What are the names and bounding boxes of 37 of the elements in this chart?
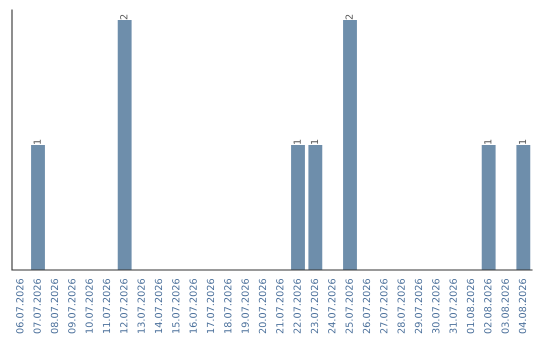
x-tick-label: 12.07.2026 xyxy=(120,278,128,333)
x-tick-label: 22.07.2026 xyxy=(293,278,301,334)
x-tick-label: 13.07.2026 xyxy=(137,278,145,333)
data-label: 1 xyxy=(34,140,41,144)
data-label: 2 xyxy=(345,14,353,20)
x-tick-label: 30.07.2026 xyxy=(432,278,440,334)
x-tick-label: 21.07.2026 xyxy=(276,278,284,334)
x-tick-label: 24.07.2026 xyxy=(328,278,336,334)
x-tick-label: 17.07.2026 xyxy=(206,278,214,333)
x-tick-label: 15.07.2026 xyxy=(172,278,180,333)
x-tick-label: 26.07.2026 xyxy=(362,278,370,334)
data-label: 1 xyxy=(484,140,492,144)
x-tick-label: 09.07.2026 xyxy=(68,278,76,334)
x-tick-label: 14.07.2026 xyxy=(154,278,162,333)
data-label: 1 xyxy=(310,140,318,144)
x-tick-label: 11.07.2026 xyxy=(102,278,110,333)
x-tick-label: 02.08.2026 xyxy=(484,278,492,334)
x-tick-label: 31.07.2026 xyxy=(449,278,457,334)
x-tick-label: 23.07.2026 xyxy=(310,278,318,334)
x-tick-label: 16.07.2026 xyxy=(189,278,197,333)
x-tick-label: 19.07.2026 xyxy=(241,278,249,333)
data-label: 2 xyxy=(120,14,128,20)
x-tick-label: 01.08.2026 xyxy=(466,278,474,334)
x-tick-label: 08.07.2026 xyxy=(50,278,58,334)
x-tick-label: 04.08.2026 xyxy=(518,278,526,334)
x-tick-label: 29.07.2026 xyxy=(414,278,422,334)
x-tick-label: 07.07.2026 xyxy=(33,278,41,334)
data-label: 1 xyxy=(294,140,301,144)
x-tick-label: 06.07.2026 xyxy=(16,278,24,334)
x-tick-label: 28.07.2026 xyxy=(397,278,405,334)
x-tick-label: 18.07.2026 xyxy=(224,278,232,333)
data-label: 1 xyxy=(518,140,526,144)
x-tick-label: 10.07.2026 xyxy=(85,278,93,333)
x-tick-label: 27.07.2026 xyxy=(380,278,388,334)
x-tick-label: 20.07.2026 xyxy=(258,278,266,334)
x-tick-label: 03.08.2026 xyxy=(501,278,509,334)
x-tick-label: 25.07.2026 xyxy=(345,278,353,334)
